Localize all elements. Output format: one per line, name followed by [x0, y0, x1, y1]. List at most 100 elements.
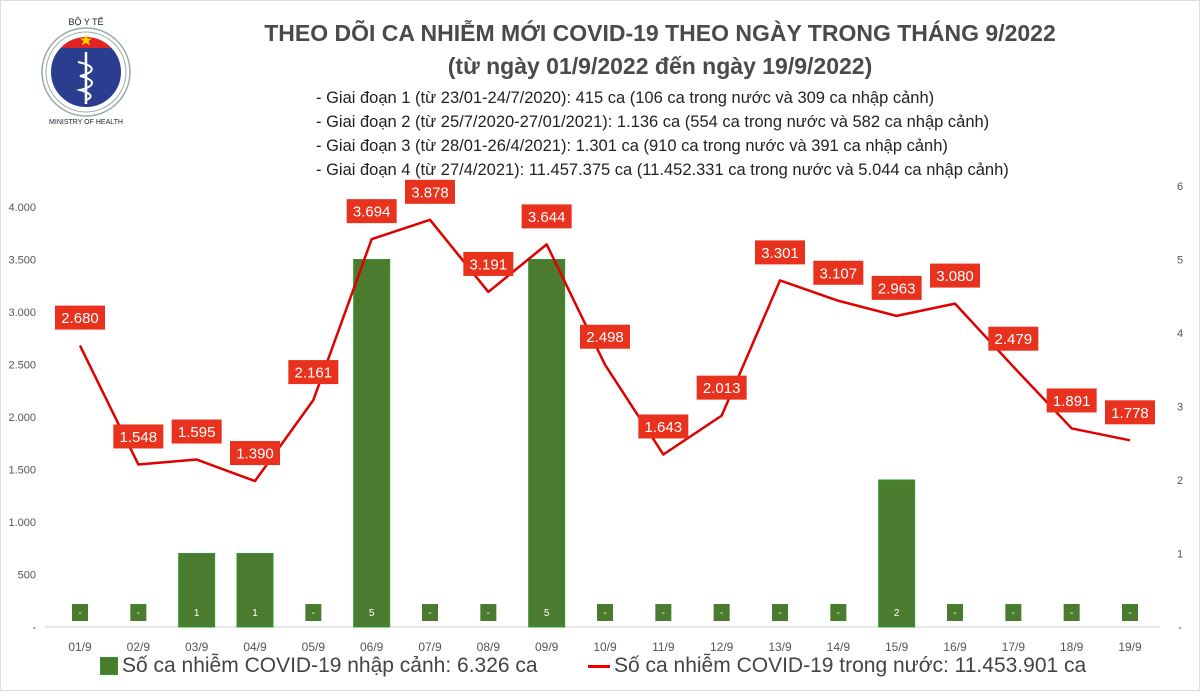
x-tick-label: 18/9: [1060, 640, 1084, 654]
line-value-label: 2.680: [61, 310, 99, 327]
bar-value-label: -: [720, 608, 723, 619]
chart-title: THEO DÕI CA NHIỄM MỚI COVID-19 THEO NGÀY…: [264, 20, 1056, 46]
bar: [528, 259, 566, 628]
bar-zero-box: [655, 604, 672, 621]
line-value-label: 1.643: [645, 419, 683, 436]
y-right-tick-label: 2: [1177, 475, 1183, 487]
line-label-box: [521, 204, 572, 229]
x-tick-label: 01/9: [68, 640, 92, 654]
y-left-tick-label: 2.000: [8, 412, 36, 424]
chart-subtitle: (từ ngày 01/9/2022 đến ngày 19/9/2022): [447, 53, 873, 79]
legend-line: Số ca nhiễm COVID-19 trong nước: 11.453.…: [588, 654, 1086, 678]
line-label-box: [988, 326, 1039, 351]
line-label-box: [871, 275, 922, 300]
bar-value-label: -: [428, 608, 431, 619]
y-left-tick-label: 3.500: [8, 255, 36, 267]
bar-value-label: -: [1012, 608, 1015, 619]
x-tick-label: 09/9: [535, 640, 559, 654]
line-label-box: [638, 414, 689, 439]
line-label-box: [1105, 400, 1155, 425]
x-tick-label: 16/9: [943, 640, 967, 654]
line-value-label: 1.778: [1111, 405, 1149, 422]
bar-zero-box: [305, 604, 322, 621]
bar-value-label: 2: [894, 608, 900, 619]
x-tick-label: 07/9: [418, 640, 442, 654]
bar-value-label: -: [312, 608, 315, 619]
bar-value-label: 5: [544, 608, 550, 619]
y-left-tick-label: 1.000: [8, 517, 36, 529]
y-left-tick-label: 500: [18, 570, 36, 582]
x-tick-label: 08/9: [477, 640, 501, 654]
logo-text-top: BỘ Y TẾ: [68, 17, 103, 27]
x-tick-label: 06/9: [360, 640, 384, 654]
bar-value-label: -: [603, 608, 606, 619]
y-left-tick-label: 4.000: [8, 202, 36, 214]
note-phase-2: - Giai đoạn 2 (từ 25/7/2020-27/01/2021):…: [316, 113, 990, 131]
note-phase-4: - Giai đoạn 4 (từ 27/4/2021): 11.457.375…: [316, 161, 1009, 179]
bar-value-label: 1: [252, 608, 258, 619]
y-right-tick-label: 5: [1177, 255, 1183, 267]
y-left-tick-label: -: [32, 622, 36, 634]
x-tick-label: 11/9: [652, 640, 675, 654]
line-value-label: 3.644: [528, 209, 566, 226]
x-tick-label: 05/9: [302, 640, 326, 654]
line-label-box: [463, 251, 514, 276]
line-value-label: 2.161: [295, 365, 333, 382]
line-value-label: 1.548: [120, 429, 158, 446]
bar-value-label: 5: [369, 608, 375, 619]
bar-zero-box: [480, 604, 497, 621]
bar-value-label: -: [137, 608, 140, 619]
bar-value-label: -: [1070, 608, 1073, 619]
domestic-cases-line: [78, 218, 1131, 483]
bar: [236, 553, 274, 628]
x-tick-label: 14/9: [827, 640, 851, 654]
bar-zero-box: [1063, 604, 1080, 621]
bar-value-label: -: [953, 608, 956, 619]
bar-value-label: -: [837, 608, 840, 619]
line-value-label: 2.498: [586, 329, 624, 346]
bar-value-label: -: [487, 608, 490, 619]
line-value-label: 2.963: [878, 280, 916, 297]
line-label-box: [113, 424, 164, 449]
line-label-box: [1046, 388, 1097, 413]
bar-zero-box: [72, 604, 88, 621]
legend-bar-label: Số ca nhiễm COVID-19 nhập cảnh: 6.326 ca: [122, 654, 538, 677]
line-value-label: 1.595: [178, 424, 216, 441]
line-label-box: [171, 419, 222, 444]
y-right-tick-label: 1: [1177, 549, 1183, 561]
y-left-tick-label: 3.000: [8, 307, 36, 319]
bar-zero-box: [772, 604, 788, 621]
y-right-tick-label: 4: [1177, 328, 1183, 340]
line-value-label: 1.390: [236, 446, 274, 463]
line-value-label: 2.013: [703, 380, 741, 397]
x-tick-label: 17/9: [1002, 640, 1026, 654]
line-label-box: [405, 179, 455, 204]
bar-zero-box: [713, 604, 730, 621]
y-left-tick-label: 2.500: [8, 360, 36, 372]
bar-zero-box: [1122, 604, 1138, 621]
bar-zero-box: [830, 604, 847, 621]
y-right-tick-label: -: [1178, 622, 1182, 634]
line-value-label: 3.107: [820, 265, 858, 282]
legend-bar: Số ca nhiễm COVID-19 nhập cảnh: 6.326 ca: [100, 654, 538, 678]
phase-notes: - Giai đoạn 1 (từ 23/01-24/7/2020): 415 …: [316, 86, 1009, 182]
line-value-label: 3.878: [411, 184, 449, 201]
bar-value-label: 1: [194, 608, 200, 619]
bar-zero-box: [1005, 604, 1022, 621]
line-label-box: [696, 375, 747, 400]
bar-value-label: -: [662, 608, 665, 619]
legend-line-label: Số ca nhiễm COVID-19 trong nước: 11.453.…: [614, 654, 1087, 677]
line-value-label: 1.891: [1053, 393, 1091, 410]
y-right-tick-label: 6: [1177, 181, 1183, 193]
y-left-tick-label: 1.500: [8, 465, 36, 477]
bar-zero-box: [947, 604, 963, 621]
x-tick-label: 02/9: [127, 640, 151, 654]
line-label-box: [346, 199, 397, 224]
x-tick-label: 15/9: [885, 640, 909, 654]
line-label-box: [930, 263, 980, 288]
bar: [178, 553, 216, 628]
line-label-box: [288, 360, 339, 385]
bar: [878, 479, 916, 628]
line-label-box: [230, 441, 280, 466]
